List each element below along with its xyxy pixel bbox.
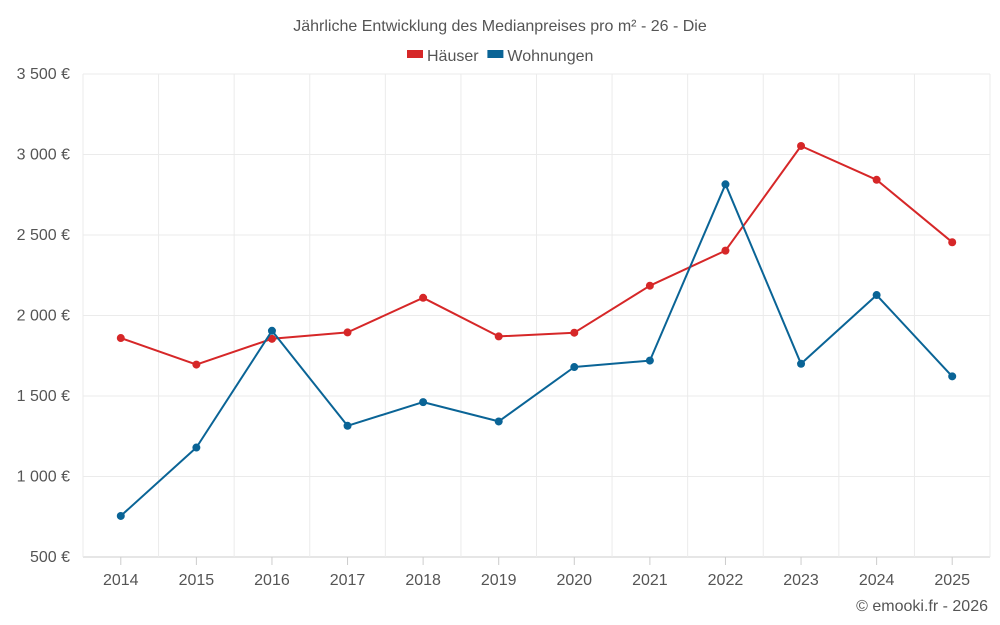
legend-swatch xyxy=(407,50,423,58)
legend: Häuser Wohnungen xyxy=(407,48,593,65)
data-point-wohnungen xyxy=(872,291,881,300)
data-point-wohnungen xyxy=(192,443,201,452)
y-tick-label: 2 500 € xyxy=(17,227,70,244)
data-point-wohnungen xyxy=(116,511,125,520)
data-point-wohnungen xyxy=(645,356,654,365)
x-tick-label: 2020 xyxy=(556,572,592,589)
data-point-wohnungen xyxy=(419,398,428,407)
data-point-wohnungen xyxy=(267,326,276,335)
x-tick-label: 2016 xyxy=(254,572,290,589)
y-tick-label: 2 000 € xyxy=(17,308,70,325)
x-tick-label: 2018 xyxy=(405,572,441,589)
data-point-h-user xyxy=(721,246,730,255)
x-axis: 2014 2015 2016 2017 2018 2019 2020 2021 2022 2023… xyxy=(103,557,970,589)
credit-text: © emooki.fr - 2026 xyxy=(856,598,988,615)
x-tick-label: 2021 xyxy=(632,572,668,589)
y-tick-label: 1 000 € xyxy=(17,469,70,486)
y-tick-label: 3 000 € xyxy=(17,147,70,164)
data-point-h-user xyxy=(419,293,428,302)
data-point-h-user xyxy=(645,281,654,290)
x-tick-label: 2023 xyxy=(783,572,819,589)
series-line-wohnungen xyxy=(120,183,953,517)
legend-label: Wohnungen xyxy=(507,48,593,65)
x-tick-label: 2019 xyxy=(481,572,517,589)
data-point-wohnungen xyxy=(570,363,579,372)
y-axis: 500 € 1 000 € 1 500 € 2 000 € 2 500 € 3 000 €… xyxy=(17,66,70,566)
data-point-h-user xyxy=(872,175,881,184)
data-point-wohnungen xyxy=(343,421,352,430)
x-tick-label: 2024 xyxy=(859,572,895,589)
data-point-wohnungen xyxy=(721,180,730,189)
data-point-h-user xyxy=(116,334,125,343)
data-point-h-user xyxy=(494,332,503,341)
chart-title: Jährliche Entwicklung des Medianpreises … xyxy=(293,18,707,35)
x-tick-label: 2017 xyxy=(330,572,366,589)
data-point-h-user xyxy=(343,328,352,337)
y-tick-label: 3 500 € xyxy=(17,66,70,83)
y-tick-label: 1 500 € xyxy=(17,388,70,405)
plot-area xyxy=(116,141,957,520)
data-point-h-user xyxy=(570,328,579,337)
x-tick-label: 2014 xyxy=(103,572,139,589)
data-point-h-user xyxy=(192,360,201,369)
data-point-wohnungen xyxy=(948,372,957,381)
x-tick-label: 2022 xyxy=(708,572,744,589)
x-tick-label: 2025 xyxy=(934,572,970,589)
data-point-h-user xyxy=(797,141,806,150)
legend-swatch xyxy=(487,50,504,58)
legend-label: Häuser xyxy=(427,48,479,65)
grid xyxy=(82,73,991,558)
data-point-h-user xyxy=(948,238,957,247)
data-point-h-user xyxy=(267,334,276,343)
x-tick-label: 2015 xyxy=(179,572,215,589)
series-line-h-user xyxy=(120,145,953,366)
data-point-wohnungen xyxy=(797,359,806,368)
data-point-wohnungen xyxy=(494,417,503,426)
y-tick-label: 500 € xyxy=(30,549,70,566)
